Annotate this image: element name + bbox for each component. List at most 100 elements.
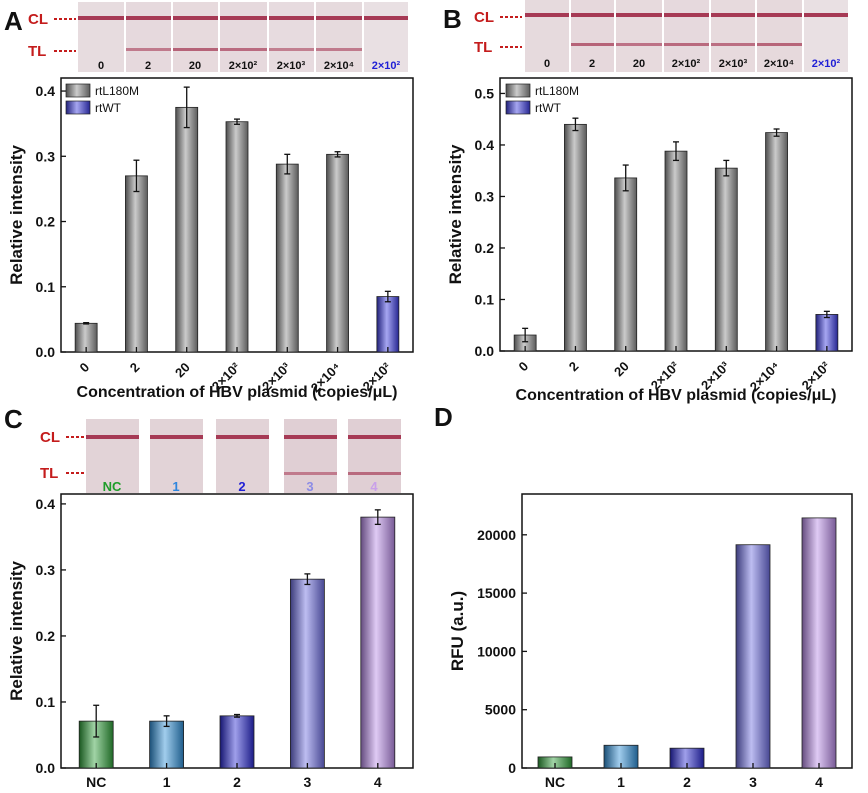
x-axis-title: Concentration of HBV plasmid (copies/μL) <box>516 387 837 404</box>
strip-c-nc-label: NC <box>103 479 122 494</box>
tl-label-c: TL <box>40 465 58 482</box>
strip-b-1-label: 0 <box>544 58 550 70</box>
legend-label: rtL180M <box>95 84 139 98</box>
strip-a-4: 2×10² <box>220 2 267 72</box>
y-tick-label: 0.5 <box>475 85 495 101</box>
chart-panel-c: 0.0 0.1 0.2 0.3 0.4 NC 1 2 3 4 Relative intensity <box>7 493 414 790</box>
y-axis-title: Relative intensity <box>7 561 26 701</box>
x-tick-label: 2 <box>566 359 582 375</box>
strip-a-2: 2 <box>126 2 171 72</box>
strip-b-2-label: 2 <box>589 58 595 70</box>
strip-c-3: 3 <box>284 419 337 494</box>
strip-c-1-label: 1 <box>172 479 179 494</box>
legend-swatch <box>505 100 531 115</box>
x-tick-label: 4 <box>374 774 382 790</box>
x-tick-label: 0 <box>516 359 532 375</box>
legend-label: rtL180M <box>535 84 579 98</box>
strip-b-6: 2×10⁴ <box>757 0 802 72</box>
strip-c-4: 4 <box>348 419 401 494</box>
x-tick-label: NC <box>545 774 565 790</box>
strip-c-1: 1 <box>150 419 203 494</box>
panel-letter-c: C <box>4 404 23 434</box>
y-tick-label: 0 <box>508 760 516 776</box>
bar <box>614 177 638 352</box>
y-axis-title: Relative intensity <box>446 144 465 284</box>
x-tick-label: 1 <box>163 774 171 790</box>
strip-c-4-label: 4 <box>370 479 378 494</box>
test-strips-b: 0 2 20 2×10² 2×10³ 2×10⁴ 2×10² <box>525 0 848 72</box>
legend-swatch <box>65 83 91 98</box>
y-tick-label: 0.0 <box>36 344 56 360</box>
cl-label-a: CL <box>28 11 48 28</box>
x-tick-label: 3 <box>304 774 312 790</box>
x-axis-title: Concentration of HBV plasmid (copies/μL) <box>77 384 398 401</box>
strip-a-1-label: 0 <box>98 60 104 72</box>
x-tick-label: 0 <box>77 360 93 376</box>
legend-swatch <box>505 83 531 98</box>
bar <box>175 106 199 353</box>
test-strips-c: NC 1 2 3 4 <box>86 419 401 494</box>
y-tick-label: 0.4 <box>475 137 495 153</box>
panel-letter-a: A <box>4 6 23 36</box>
chart-panel-a: 0.00.10.20.30.40 2 20 2×10² 2×10³ 2×10⁴ 2×10²R… <box>7 77 414 401</box>
bar <box>735 544 771 769</box>
strip-a-6: 2×10⁴ <box>316 2 362 72</box>
y-tick-label: 0.2 <box>475 240 495 256</box>
strip-c-2-label: 2 <box>238 479 245 494</box>
y-tick-label: 0.1 <box>36 694 56 710</box>
strip-b-4: 2×10² <box>664 0 709 72</box>
y-tick-label: 0.4 <box>36 496 56 512</box>
strip-a-3-label: 20 <box>189 60 201 72</box>
y-tick-label: 0.3 <box>36 148 56 164</box>
bar <box>564 123 587 352</box>
x-tick-label: 20 <box>611 359 632 380</box>
strip-c-2: 2 <box>216 419 269 494</box>
strip-legend-c: CL TL <box>40 429 84 482</box>
strip-b-6-label: 2×10⁴ <box>764 58 794 70</box>
strip-c-3-label: 3 <box>306 479 313 494</box>
test-strips-a: 0 2 20 2×10² 2×10³ 2×10⁴ 2×10² <box>78 2 408 72</box>
legend-swatch <box>65 100 91 115</box>
x-tick-label: 4 <box>815 774 823 790</box>
bar <box>376 296 400 353</box>
bar <box>149 720 185 769</box>
strip-legend-b: CL TL <box>474 9 522 56</box>
y-tick-label: 0.4 <box>36 83 56 99</box>
legend-label: rtWT <box>95 101 122 115</box>
y-tick-label: 0.0 <box>475 343 495 359</box>
strip-a-7-label: 2×10² <box>372 60 401 72</box>
x-tick-label: 2 <box>683 774 691 790</box>
x-tick-label: 2 <box>233 774 241 790</box>
strip-b-2: 2 <box>571 0 614 72</box>
tl-label-a: TL <box>28 43 46 60</box>
strip-a-4-label: 2×10² <box>229 60 258 72</box>
strip-a-1: 0 <box>78 2 124 72</box>
y-tick-label: 0.1 <box>36 279 56 295</box>
strip-b-7: 2×10² <box>804 0 848 72</box>
bar <box>289 578 325 769</box>
y-tick-label: 20000 <box>477 527 516 543</box>
bar <box>275 163 299 353</box>
strip-b-3-label: 20 <box>633 58 645 70</box>
strip-c-nc: NC <box>86 419 139 494</box>
legend-label: rtWT <box>535 101 562 115</box>
bar <box>714 167 738 352</box>
bar <box>360 516 396 769</box>
bar <box>664 150 688 352</box>
cl-label-c: CL <box>40 429 60 446</box>
strip-b-1: 0 <box>525 0 569 72</box>
y-tick-label: 0.0 <box>36 760 56 776</box>
strip-a-6-label: 2×10⁴ <box>324 60 354 72</box>
strip-a-5: 2×10³ <box>269 2 314 72</box>
y-axis-title: RFU (a.u.) <box>448 591 467 671</box>
tl-label-b: TL <box>474 39 492 56</box>
strip-b-5: 2×10³ <box>711 0 755 72</box>
y-axis-title: Relative intensity <box>7 145 26 285</box>
y-tick-label: 15000 <box>477 585 516 601</box>
chart-panel-b: 0.00.10.20.30.40.50 2 20 2×10² 2×10³ 2×10⁴ 2×1… <box>446 77 853 404</box>
y-tick-label: 0.3 <box>36 562 56 578</box>
strip-b-4-label: 2×10² <box>672 58 701 70</box>
y-tick-label: 0.2 <box>36 628 56 644</box>
x-tick-label: 20 <box>172 360 193 381</box>
bar <box>765 132 788 352</box>
